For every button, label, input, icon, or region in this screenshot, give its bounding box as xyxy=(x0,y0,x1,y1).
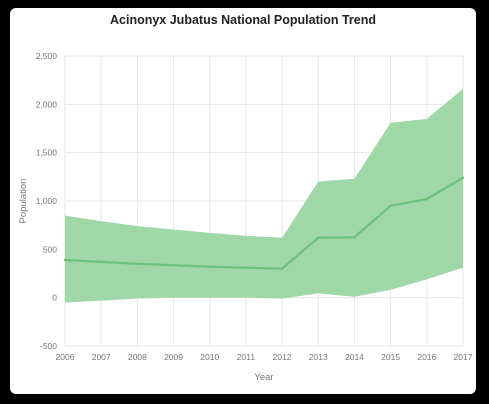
x-tick-label: 2013 xyxy=(309,352,328,362)
y-axis-label: Population xyxy=(18,179,29,224)
y-tick-label: 0 xyxy=(52,293,57,303)
population-trend-chart: -500 0 500 1,000 1,500 2,000 2,500 2006 2007 2008… xyxy=(10,8,476,394)
x-tick-label: 2007 xyxy=(92,352,111,362)
trend-point xyxy=(389,205,391,207)
y-tick-label: -500 xyxy=(40,341,57,351)
y-tick-label: 1,000 xyxy=(36,196,58,206)
x-tick-label: 2014 xyxy=(345,352,364,362)
population-range-band xyxy=(65,89,463,303)
x-tick-label: 2010 xyxy=(200,352,219,362)
y-tick-label: 1,500 xyxy=(36,148,58,158)
x-tick-label: 2009 xyxy=(164,352,183,362)
trend-point xyxy=(245,267,247,269)
chart-card: Acinonyx Jubatus National Population Tre… xyxy=(10,8,476,394)
x-tick-label: 2012 xyxy=(273,352,292,362)
trend-point xyxy=(317,237,319,239)
x-tick-label: 2011 xyxy=(237,352,256,362)
trend-point xyxy=(172,264,174,266)
y-tick-label: 2,500 xyxy=(36,51,58,61)
trend-point xyxy=(136,263,138,265)
x-tick-label: 2017 xyxy=(454,352,473,362)
y-tick-label: 2,000 xyxy=(36,99,58,109)
trend-point xyxy=(100,261,102,263)
trend-point xyxy=(64,259,66,261)
x-tick-label: 2008 xyxy=(128,352,147,362)
y-tick-label: 500 xyxy=(43,244,57,254)
x-tick-label: 2015 xyxy=(381,352,400,362)
x-tick-label: 2016 xyxy=(417,352,436,362)
trend-point xyxy=(281,267,283,269)
trend-point xyxy=(209,266,211,268)
trend-point xyxy=(426,198,428,200)
x-tick-label: 2006 xyxy=(56,352,75,362)
trend-point xyxy=(353,236,355,238)
x-axis-label: Year xyxy=(254,372,273,383)
trend-point xyxy=(462,177,464,179)
